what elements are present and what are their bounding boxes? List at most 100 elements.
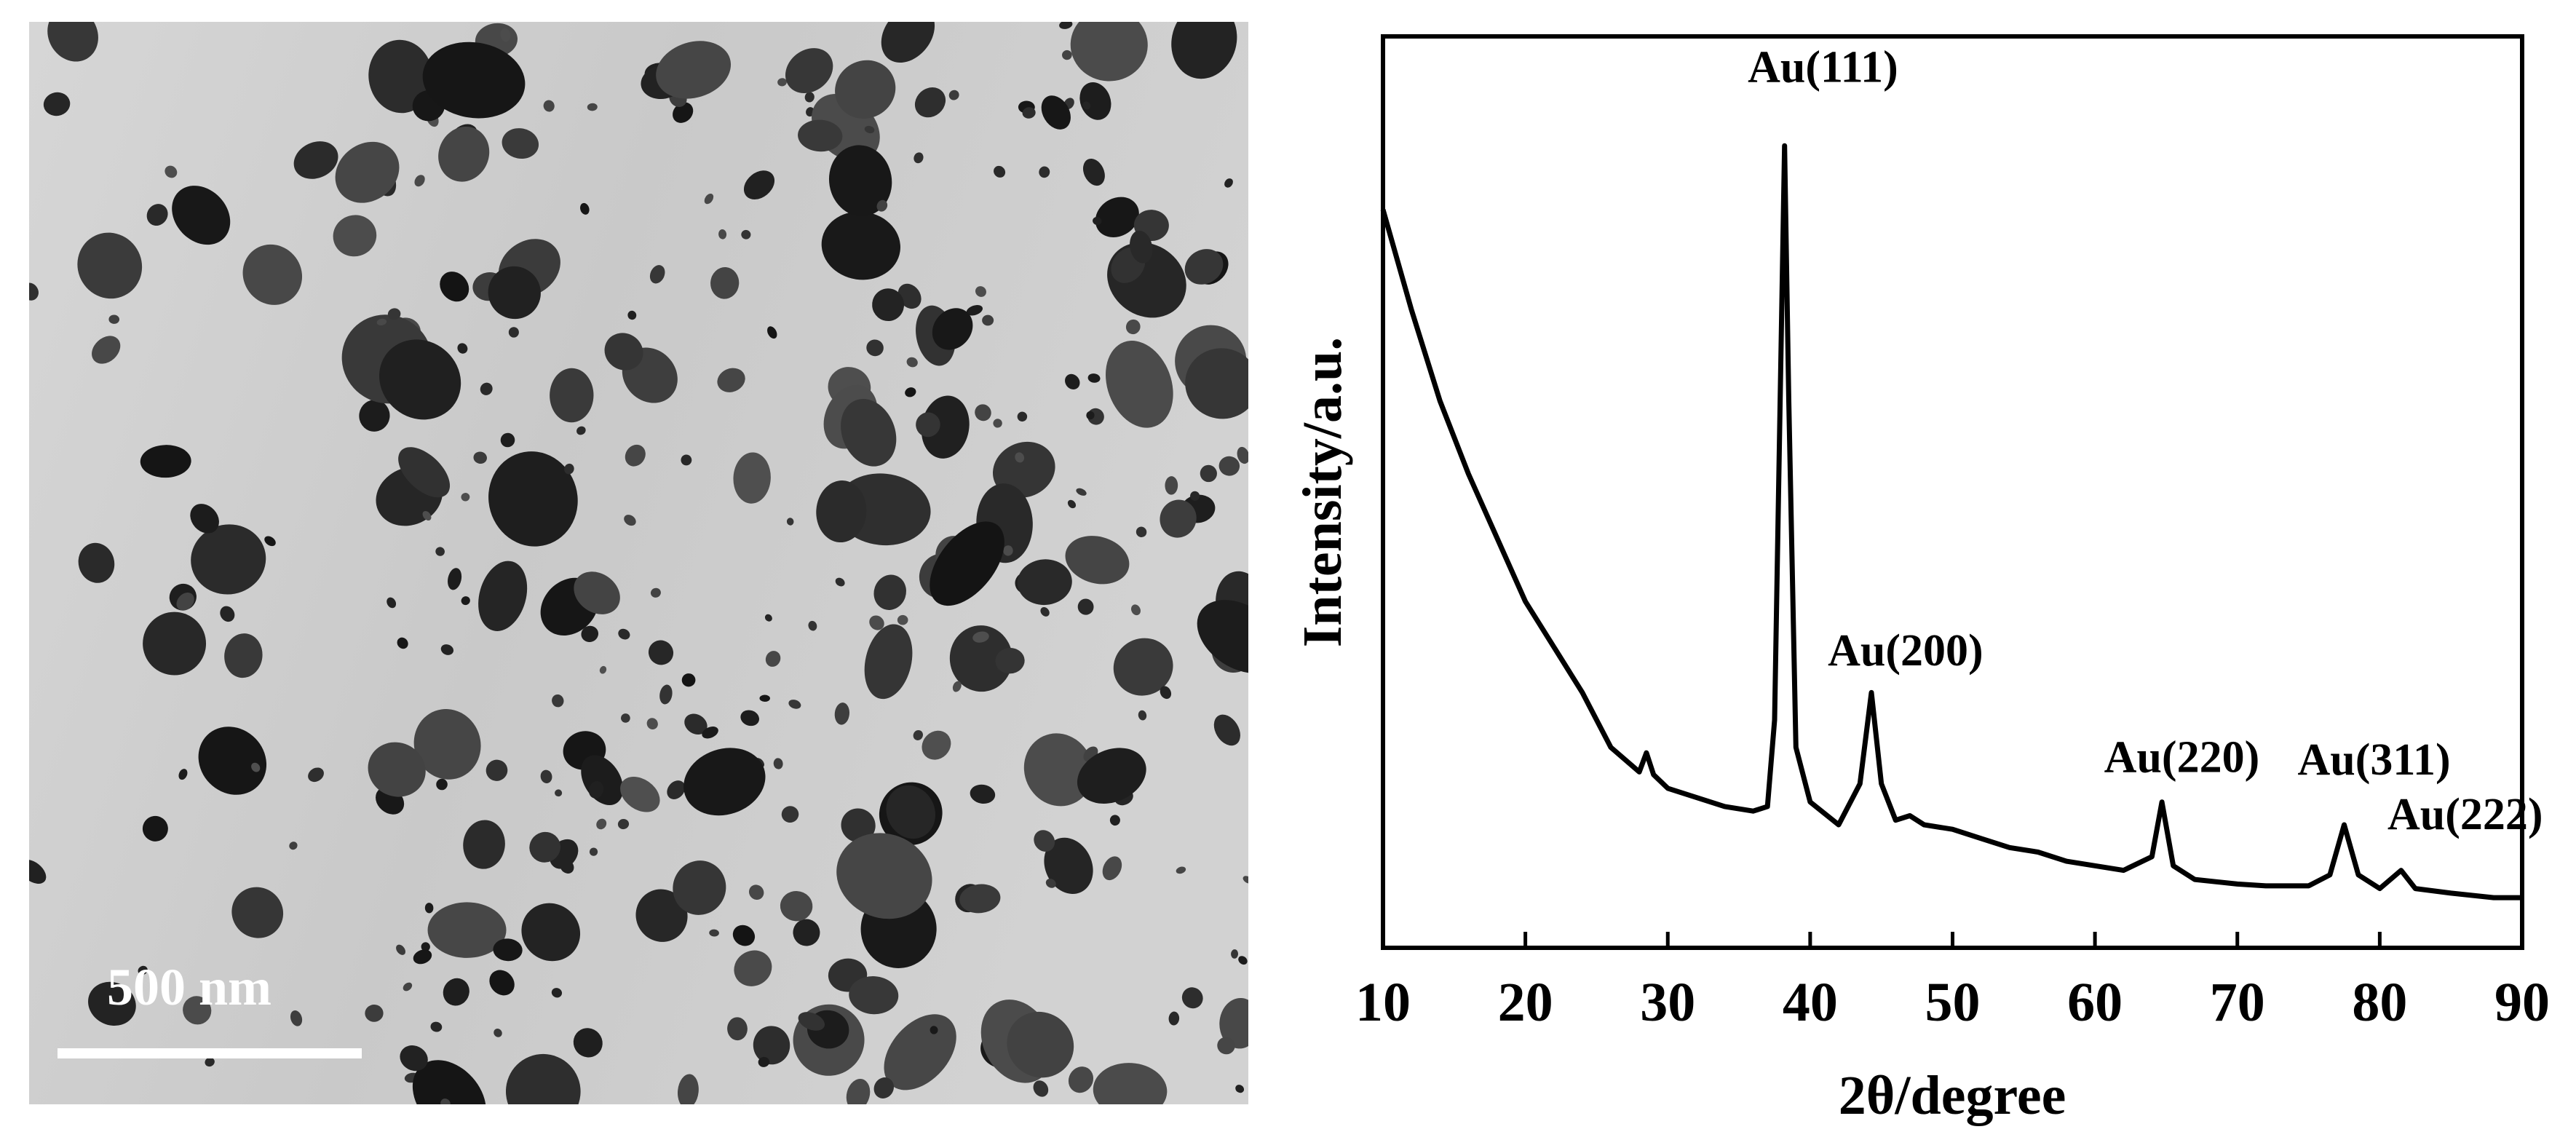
particle bbox=[1095, 197, 1139, 238]
particle bbox=[764, 614, 772, 622]
particle bbox=[1070, 22, 1148, 82]
particle bbox=[413, 949, 432, 965]
particle bbox=[430, 1021, 443, 1032]
particle bbox=[624, 515, 636, 526]
particle bbox=[994, 165, 1006, 178]
particle bbox=[1138, 710, 1147, 721]
particle bbox=[913, 729, 923, 740]
particle bbox=[906, 357, 918, 368]
particle bbox=[368, 742, 426, 797]
particle bbox=[743, 170, 775, 199]
particle bbox=[646, 718, 658, 729]
particle bbox=[43, 92, 71, 116]
particle bbox=[1181, 987, 1203, 1009]
particle bbox=[1067, 499, 1077, 509]
particle bbox=[798, 119, 843, 152]
particle bbox=[1041, 95, 1071, 130]
particle bbox=[379, 339, 461, 420]
particle bbox=[422, 41, 526, 119]
particle bbox=[930, 521, 1004, 606]
particle bbox=[734, 950, 772, 986]
particle bbox=[1062, 50, 1072, 60]
particle bbox=[914, 152, 924, 164]
particle bbox=[564, 463, 574, 475]
particle bbox=[677, 1074, 699, 1104]
particle bbox=[488, 266, 541, 320]
particle bbox=[191, 524, 266, 595]
particle bbox=[1086, 411, 1095, 420]
particle bbox=[1007, 1011, 1074, 1078]
particle bbox=[1039, 166, 1050, 178]
particle bbox=[396, 944, 406, 955]
particle bbox=[397, 637, 408, 649]
particle bbox=[190, 504, 219, 534]
particle bbox=[581, 625, 599, 643]
peak-label: Au(200) bbox=[1828, 626, 1983, 676]
particle bbox=[673, 860, 726, 915]
particle bbox=[376, 318, 387, 326]
particle bbox=[816, 480, 867, 543]
particle bbox=[786, 518, 794, 526]
particle bbox=[176, 593, 194, 611]
particle bbox=[681, 673, 696, 687]
particle bbox=[1219, 997, 1248, 1049]
particle bbox=[627, 310, 637, 320]
particle bbox=[785, 48, 833, 94]
particle bbox=[29, 282, 39, 301]
particle bbox=[970, 784, 996, 804]
particle bbox=[580, 202, 590, 215]
particle bbox=[138, 965, 148, 975]
particle bbox=[740, 710, 759, 727]
particle bbox=[1185, 348, 1248, 419]
particle bbox=[1102, 856, 1122, 881]
particle bbox=[78, 542, 115, 583]
x-tick-label: 80 bbox=[2352, 972, 2407, 1033]
particle bbox=[1065, 536, 1130, 585]
particle bbox=[308, 767, 324, 783]
x-tick-label: 30 bbox=[1640, 972, 1695, 1033]
y-axis-label: Intensity/a.u. bbox=[1292, 337, 1353, 648]
particle bbox=[521, 903, 581, 962]
particle bbox=[1065, 373, 1080, 389]
particle bbox=[846, 1078, 871, 1104]
particle bbox=[982, 314, 994, 326]
particle bbox=[500, 28, 511, 42]
particle bbox=[788, 700, 801, 709]
particle bbox=[1033, 1080, 1049, 1097]
particle bbox=[1093, 216, 1102, 226]
particle bbox=[1113, 638, 1173, 696]
particle bbox=[932, 308, 973, 350]
particle bbox=[718, 229, 727, 240]
particle bbox=[767, 326, 777, 339]
particle bbox=[1017, 559, 1072, 606]
scale-bar-label: 500 nm bbox=[107, 958, 272, 1016]
particle bbox=[808, 620, 817, 631]
particle bbox=[1109, 815, 1120, 826]
particle bbox=[1125, 319, 1141, 335]
particle bbox=[952, 681, 962, 692]
particle bbox=[1218, 456, 1240, 476]
particle bbox=[758, 1056, 770, 1067]
particle bbox=[1034, 830, 1055, 852]
particle bbox=[659, 684, 673, 705]
particle bbox=[881, 22, 935, 63]
particle bbox=[834, 702, 850, 725]
particle bbox=[1237, 446, 1248, 464]
particle bbox=[1017, 411, 1028, 422]
particle bbox=[732, 925, 756, 946]
particle bbox=[765, 651, 781, 667]
particle bbox=[436, 778, 448, 791]
x-tick-label: 90 bbox=[2494, 972, 2550, 1033]
particle bbox=[143, 611, 207, 676]
particle bbox=[1200, 464, 1217, 483]
particle bbox=[1235, 1085, 1245, 1093]
particle bbox=[108, 314, 120, 324]
particle bbox=[753, 1026, 790, 1065]
particle bbox=[1023, 733, 1093, 807]
particle bbox=[1077, 598, 1094, 615]
particle bbox=[841, 398, 897, 467]
particle bbox=[220, 606, 235, 622]
particle bbox=[921, 395, 970, 459]
particle bbox=[457, 343, 468, 354]
